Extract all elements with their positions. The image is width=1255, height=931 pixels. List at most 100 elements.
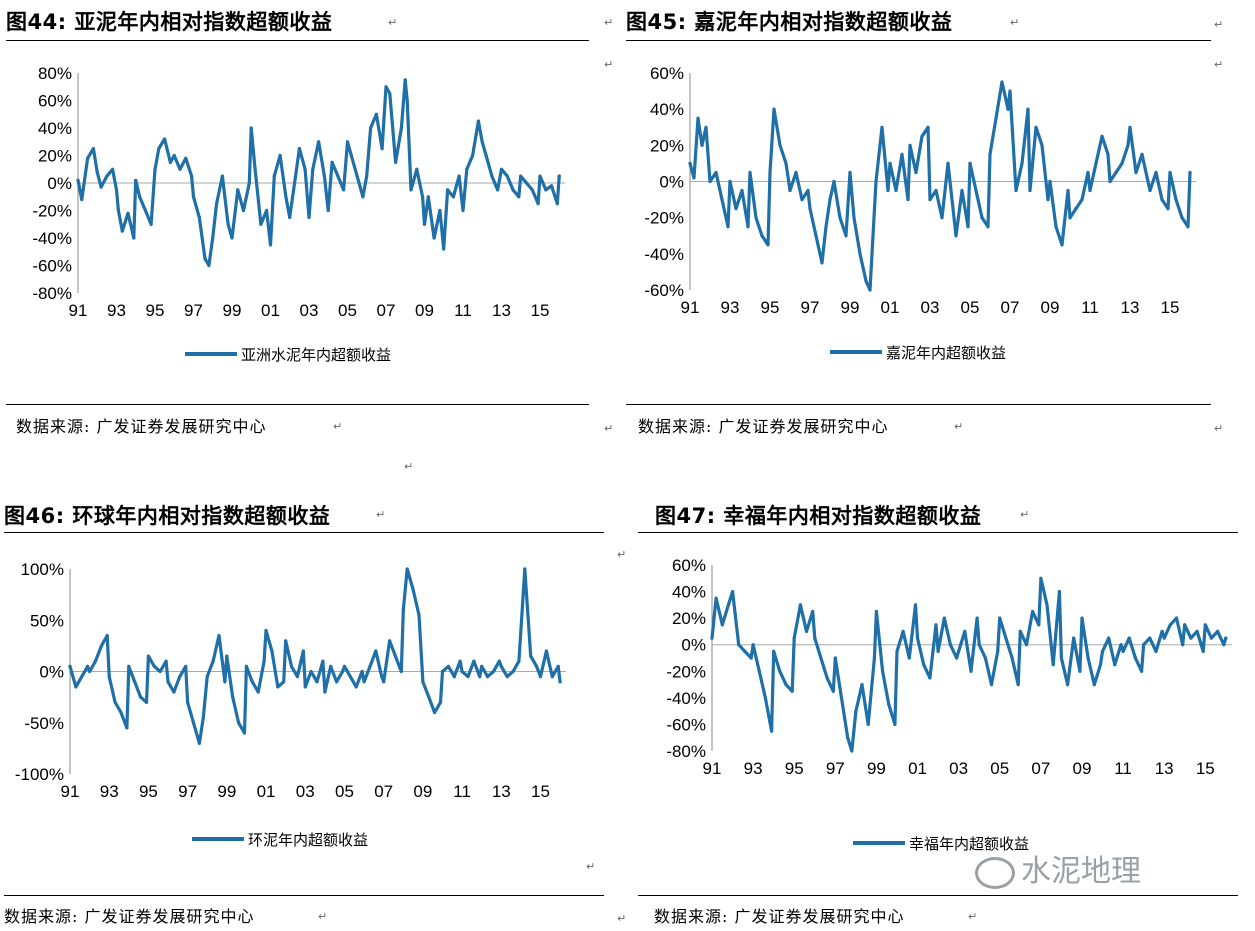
data-point: [946, 161, 950, 165]
data-point: [728, 179, 732, 184]
x-tick-label: 07: [1001, 298, 1020, 317]
line-chart: 100% 50% 0% -50% -100%91 93 95 97 99 01 03 05 07 09 11…: [15, 560, 566, 849]
x-tick-label: 13: [492, 782, 511, 801]
data-point: [1020, 161, 1024, 165]
data-point: [523, 567, 527, 571]
data-point: [839, 696, 844, 700]
data-point: [163, 137, 167, 141]
data-point: [125, 726, 129, 730]
return-mark: ↵: [1214, 58, 1224, 71]
data-point: [1222, 643, 1226, 647]
return-mark: ↵: [968, 910, 978, 923]
x-tick-label: 09: [415, 301, 434, 320]
data-point: [95, 170, 99, 174]
data-point: [989, 683, 994, 687]
data-point: [868, 288, 872, 292]
x-tick-label: 15: [531, 782, 550, 801]
data-point: [770, 729, 774, 733]
data-point: [1146, 179, 1150, 184]
data-point: [476, 119, 480, 123]
x-tick-label: 01: [881, 298, 900, 317]
data-point: [852, 216, 856, 220]
y-tick-label: 0%: [681, 636, 706, 655]
data-point: [704, 125, 708, 129]
data-point: [86, 664, 90, 668]
data-point: [186, 700, 190, 704]
data-point: [1080, 616, 1084, 620]
data-point: [303, 685, 307, 689]
y-tick-label: -40%: [644, 245, 684, 264]
return-mark: ↵: [617, 548, 627, 561]
return-mark: ↵: [404, 460, 414, 473]
data-point: [1174, 616, 1179, 620]
data-point: [530, 188, 534, 192]
data-point: [820, 261, 824, 265]
y-tick-label: -80%: [666, 742, 706, 761]
x-tick-label: 07: [377, 301, 396, 320]
data-point: [790, 689, 794, 693]
data-point: [1201, 649, 1205, 653]
data-point: [1068, 216, 1072, 220]
data-point: [511, 188, 515, 192]
data-point: [1046, 198, 1050, 202]
x-tick-label: 07: [1031, 759, 1050, 778]
data-point: [1045, 603, 1049, 607]
data-point: [969, 669, 973, 673]
data-point: [966, 225, 970, 229]
data-point: [480, 664, 484, 668]
data-point: [1010, 656, 1014, 660]
data-point: [988, 152, 992, 156]
data-point: [726, 225, 730, 229]
data-point: [382, 680, 386, 684]
data-point: [1113, 663, 1117, 667]
data-point: [726, 603, 730, 607]
data-point: [831, 689, 835, 693]
y-tick-label: -100%: [15, 765, 64, 784]
return-mark: ↵: [376, 508, 386, 521]
data-point: [824, 225, 828, 229]
data-point: [529, 654, 533, 658]
data-point: [1121, 649, 1125, 653]
data-point: [975, 616, 979, 620]
panel-title: 图47: 幸福年内相对指数超额收益: [655, 504, 982, 528]
data-point: [766, 243, 770, 247]
data-point: [544, 188, 548, 192]
y-tick-label: 20%: [672, 609, 706, 628]
data-point: [915, 636, 920, 640]
data-point: [894, 188, 898, 193]
data-point: [295, 675, 299, 679]
data-point: [153, 167, 157, 171]
data-point: [710, 636, 714, 640]
watermark: 水泥地理: [975, 846, 1141, 890]
data-point: [850, 749, 854, 753]
y-tick-label: -40%: [32, 229, 72, 248]
data-point: [977, 643, 981, 647]
data-point: [1092, 683, 1096, 687]
data-point: [438, 700, 443, 704]
series-line: [688, 80, 1192, 292]
legend-label: 嘉泥年内超额收益: [886, 344, 1006, 362]
data-point: [760, 234, 764, 238]
data-point: [139, 695, 143, 699]
x-tick-label: 91: [703, 759, 722, 778]
data-point: [1088, 188, 1092, 193]
data-point: [191, 195, 196, 199]
data-point: [926, 125, 930, 129]
data-point: [480, 140, 484, 144]
data-point: [1086, 170, 1090, 175]
data-point: [321, 659, 325, 663]
data-point: [309, 669, 313, 674]
data-point: [754, 216, 758, 220]
x-tick-label: 03: [300, 301, 319, 320]
data-point: [1054, 225, 1058, 229]
data-point: [913, 603, 918, 607]
x-tick-label: 97: [178, 782, 197, 801]
data-point: [362, 680, 366, 684]
data-point: [329, 664, 333, 668]
data-point: [819, 656, 823, 660]
data-point: [205, 675, 209, 679]
return-mark: ↵: [617, 912, 627, 925]
x-tick-label: 13: [1121, 298, 1140, 317]
data-point: [800, 198, 804, 202]
data-point: [172, 153, 176, 158]
